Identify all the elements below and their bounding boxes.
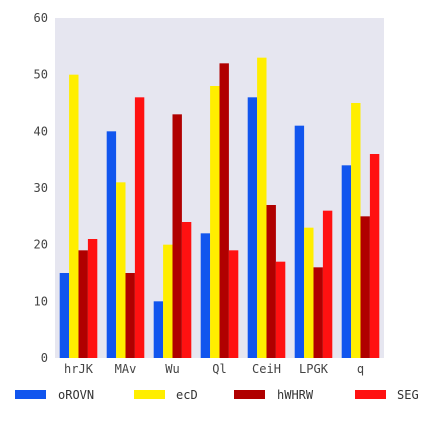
x-axis: hrJK MAv Wu Ql CeiH LPGK q xyxy=(64,362,364,376)
legend-swatch-SEG xyxy=(355,390,386,399)
x-tick-label: Ql xyxy=(212,362,226,376)
legend-label-ecD: ecD xyxy=(176,388,198,402)
bars-group xyxy=(59,57,380,359)
legend-swatch-ecD xyxy=(134,390,165,399)
bar-SEG-MAv xyxy=(134,97,145,358)
legend-label-oROVN: oROVN xyxy=(58,388,94,402)
bar-ecD-Ql xyxy=(210,86,220,358)
bar-hWHRW-LPGK xyxy=(313,267,323,358)
x-tick-label: Wu xyxy=(165,362,179,376)
bar-hWHRW-Ql xyxy=(219,63,229,358)
bar-oROVN-Wu xyxy=(153,301,164,358)
legend: oROVN ecD hWHRW SEG xyxy=(15,388,419,402)
bar-SEG-Ql xyxy=(228,250,239,358)
bar-SEG-q xyxy=(369,154,380,358)
x-tick-label: MAv xyxy=(115,362,137,376)
bar-oROVN-MAv xyxy=(106,131,117,358)
bar-SEG-LPGK xyxy=(322,210,333,358)
legend-label-SEG: SEG xyxy=(397,388,419,402)
bar-ecD-LPGK xyxy=(304,227,314,358)
bar-oROVN-Ql xyxy=(200,233,211,358)
bar-oROVN-CeiH xyxy=(247,97,258,358)
y-tick-label: 0 xyxy=(41,351,48,365)
bar-oROVN-hrJK xyxy=(59,273,70,358)
y-tick-label: 50 xyxy=(34,68,48,82)
x-tick-label: LPGK xyxy=(299,362,329,376)
legend-swatch-oROVN xyxy=(15,390,46,399)
bar-hWHRW-MAv xyxy=(125,273,135,358)
y-tick-label: 10 xyxy=(34,294,48,308)
bar-ecD-hrJK xyxy=(69,74,79,359)
x-tick-label: q xyxy=(357,362,364,376)
bar-oROVN-q xyxy=(341,165,352,358)
y-axis: 0 10 20 30 40 50 60 xyxy=(34,11,48,365)
bar-ecD-CeiH xyxy=(257,57,267,359)
bar-hWHRW-hrJK xyxy=(78,250,88,358)
legend-swatch-hWHRW xyxy=(234,390,265,399)
y-tick-label: 40 xyxy=(34,124,48,138)
bar-hWHRW-CeiH xyxy=(266,205,276,358)
bar-hWHRW-q xyxy=(360,216,370,358)
bar-SEG-CeiH xyxy=(275,261,286,358)
bar-oROVN-LPGK xyxy=(294,125,305,358)
y-tick-label: 60 xyxy=(34,11,48,25)
x-tick-label: CeiH xyxy=(252,362,281,376)
bar-ecD-q xyxy=(351,103,361,358)
bar-ecD-MAv xyxy=(116,182,126,358)
bar-SEG-Wu xyxy=(181,222,192,358)
bar-SEG-hrJK xyxy=(87,239,98,358)
bar-hWHRW-Wu xyxy=(172,114,182,358)
bar-ecD-Wu xyxy=(163,244,173,358)
y-tick-label: 20 xyxy=(34,238,48,252)
legend-label-hWHRW: hWHRW xyxy=(277,388,314,402)
x-tick-label: hrJK xyxy=(64,362,94,376)
y-tick-label: 30 xyxy=(34,181,48,195)
